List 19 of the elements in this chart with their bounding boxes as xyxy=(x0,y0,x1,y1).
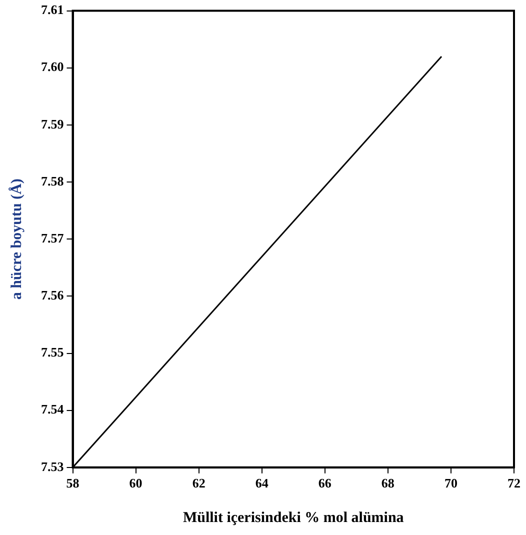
y-tick-label: 7.53 xyxy=(41,458,64,474)
x-tick-label: 58 xyxy=(66,476,80,491)
y-tick-label: 7.60 xyxy=(41,59,64,74)
y-tick-label: 7.55 xyxy=(41,344,64,360)
y-tick-label: 7.59 xyxy=(41,116,64,132)
x-tick-label: 70 xyxy=(444,476,458,491)
x-tick-label: 66 xyxy=(318,476,332,491)
x-axis-title: Müllit içerisindeki % mol alümina xyxy=(182,510,404,526)
x-tick-label: 64 xyxy=(255,476,269,491)
y-tick-label: 7.56 xyxy=(41,288,64,303)
y-tick-label: 7.58 xyxy=(41,173,64,188)
x-tick-label: 60 xyxy=(129,476,142,491)
x-tick-label: 68 xyxy=(381,476,395,491)
x-tick-label: 62 xyxy=(192,476,206,491)
x-tick-label: 72 xyxy=(508,476,520,491)
y-axis-title: a hücre boyutu (Å) xyxy=(8,178,25,300)
y-tick-label: 7.54 xyxy=(41,402,64,417)
y-tick-label: 7.61 xyxy=(41,2,64,18)
y-tick-label: 7.57 xyxy=(41,230,64,246)
